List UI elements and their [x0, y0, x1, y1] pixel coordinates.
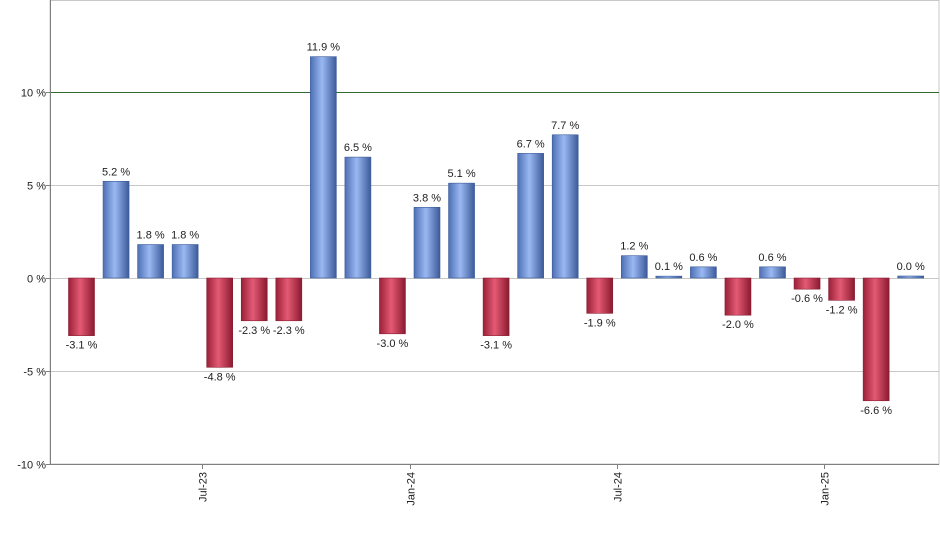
bar	[897, 275, 925, 279]
data-label: -4.8 %	[204, 371, 236, 383]
bar	[828, 277, 855, 301]
bar	[517, 153, 544, 279]
labels-layer: -3.1 % 5.2 % 1.8 % 1.8 % -4.8 % -2.3 % -2.3 % 1…	[66, 42, 925, 417]
y-tick-label: 5 %	[27, 181, 46, 193]
bar	[102, 180, 130, 279]
data-label: 0.6 %	[758, 252, 786, 264]
bar	[793, 277, 821, 290]
data-label: 0.0 %	[897, 261, 925, 273]
bar	[862, 277, 890, 402]
bar	[482, 277, 510, 336]
y-tick-label: -10 %	[17, 460, 46, 472]
bar	[586, 277, 614, 314]
data-label: -6.6 %	[860, 405, 892, 417]
data-label: -0.6 %	[791, 293, 823, 305]
bar	[655, 275, 683, 279]
y-tick-label: 0 %	[27, 274, 46, 286]
bar	[310, 56, 337, 279]
bar	[448, 182, 475, 279]
bar	[413, 207, 441, 279]
data-label: 1.8 %	[137, 230, 165, 242]
data-label: 5.1 %	[447, 168, 475, 180]
bar	[620, 255, 648, 279]
bar	[551, 134, 579, 279]
bar	[759, 266, 786, 279]
data-label: 11.9 %	[307, 42, 341, 54]
data-label: -3.1 %	[66, 340, 98, 352]
y-tick-label: 10 %	[21, 88, 46, 100]
bar	[379, 277, 406, 335]
data-label: 0.1 %	[655, 261, 683, 273]
data-label: -3.0 %	[377, 338, 409, 350]
axis-layer: -10 % -5 % 0 % 5 % 10 % Jul-23 Jan-24 Jul-24 Jan…	[17, 0, 939, 506]
data-label: -1.2 %	[826, 304, 858, 316]
bar	[344, 156, 372, 279]
data-label: 5.2 %	[102, 166, 130, 178]
x-tick-label: Jul-23	[198, 472, 210, 502]
data-label: -2.0 %	[722, 319, 754, 331]
y-tick-label: -5 %	[23, 367, 46, 379]
bar	[171, 244, 199, 279]
bar	[206, 277, 233, 368]
data-label: 6.5 %	[344, 142, 372, 154]
x-tick-label: Jan-25	[820, 472, 832, 506]
data-label: 1.2 %	[620, 241, 648, 253]
bar	[275, 277, 303, 322]
data-label: -2.3 %	[238, 325, 270, 337]
bar	[68, 277, 95, 336]
bar	[137, 244, 164, 279]
data-label: 1.8 %	[171, 230, 199, 242]
data-label: -3.1 %	[480, 340, 512, 352]
data-label: -2.3 %	[273, 325, 305, 337]
bars-layer	[68, 56, 925, 402]
x-tick-label: Jan-24	[406, 472, 418, 506]
data-label: 3.8 %	[413, 192, 441, 204]
x-tick-label: Jul-24	[613, 472, 625, 502]
data-label: -1.9 %	[584, 317, 616, 329]
bar	[690, 266, 717, 279]
bar	[724, 277, 752, 316]
bar	[240, 277, 268, 322]
data-label: 0.6 %	[689, 252, 717, 264]
data-label: 7.7 %	[551, 120, 579, 132]
data-label: 6.7 %	[517, 138, 545, 150]
